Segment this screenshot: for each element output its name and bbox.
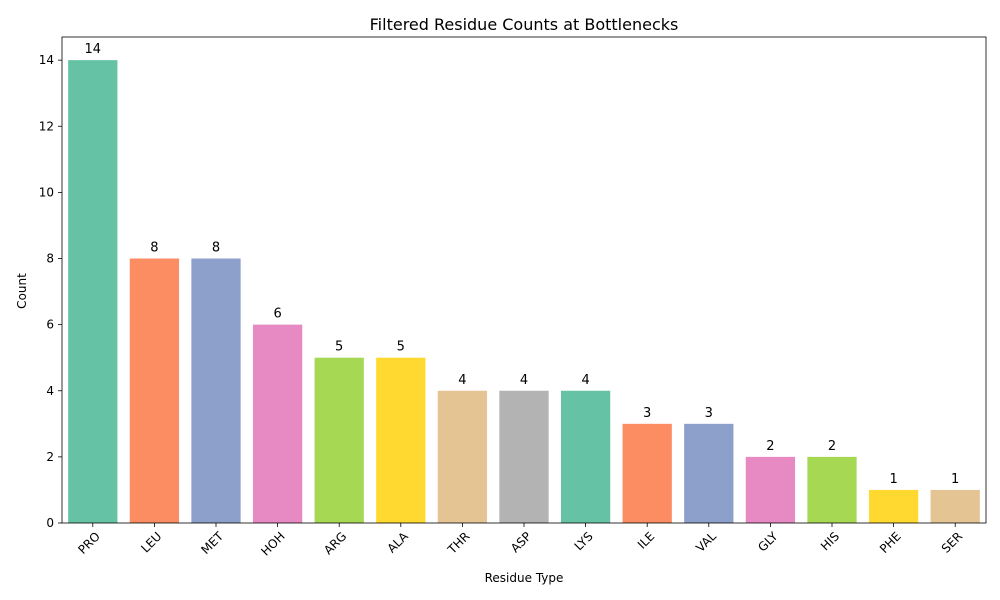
data-label-met: 8: [212, 241, 220, 256]
bar-gly: [745, 456, 796, 523]
bar-hoh: [252, 324, 303, 523]
x-tick-label-val: VAL: [693, 529, 719, 555]
y-tick-label-14: 14: [39, 53, 54, 67]
x-tick-label-pro: PRO: [75, 529, 103, 557]
data-labels-layer: 14 8 8 6 5 5 4 4 4 3 3 2 2 1 1: [85, 42, 960, 487]
data-label-hoh: 6: [273, 307, 281, 322]
y-tick-label-12: 12: [39, 119, 54, 133]
x-tick-label-thr: THR: [444, 529, 472, 557]
x-axis: PRO LEU MET HOH ARG ALA THR ASP LYS ILE VAL GLY HIS P…: [75, 523, 965, 559]
x-tick-label-gly: GLY: [755, 529, 781, 555]
y-axis: 0 2 4 6 8 10 12 14: [39, 53, 62, 530]
data-label-lys: 4: [581, 373, 589, 388]
x-tick-label-ser: SER: [939, 529, 966, 556]
x-tick-label-ala: ALA: [384, 529, 411, 556]
y-tick-label-10: 10: [39, 185, 54, 199]
data-label-ala: 5: [397, 340, 405, 355]
data-label-val: 3: [705, 406, 713, 421]
data-label-asp: 4: [520, 373, 528, 388]
x-tick-label-asp: ASP: [508, 529, 534, 555]
data-label-ile: 3: [643, 406, 651, 421]
bar-val: [684, 423, 734, 523]
bar-asp: [499, 390, 549, 523]
data-label-his: 2: [828, 439, 836, 454]
y-axis-label: Count: [15, 273, 29, 309]
y-tick-label-0: 0: [46, 516, 54, 530]
x-tick-label-met: MET: [198, 529, 226, 557]
y-tick-label-4: 4: [46, 384, 54, 398]
x-tick-label-hoh: HOH: [258, 529, 287, 558]
bar-ala: [376, 357, 426, 523]
chart-title: Filtered Residue Counts at Bottlenecks: [370, 15, 679, 34]
bar-lys: [560, 390, 611, 523]
data-label-arg: 5: [335, 340, 343, 355]
y-tick-label-8: 8: [46, 252, 54, 266]
y-tick-label-6: 6: [46, 318, 54, 332]
plot-frame: [61, 36, 987, 524]
bar-his: [807, 456, 857, 523]
bar-thr: [437, 390, 488, 523]
bars-layer: [68, 60, 980, 524]
data-label-phe: 1: [889, 472, 897, 487]
x-axis-label: Residue Type: [485, 571, 564, 585]
x-tick-label-his: HIS: [818, 529, 842, 553]
bar-phe: [868, 489, 919, 523]
data-label-pro: 14: [85, 42, 102, 57]
x-tick-label-leu: LEU: [138, 529, 164, 555]
bar-leu: [129, 258, 180, 523]
x-tick-label-phe: PHE: [877, 529, 904, 556]
data-label-ser: 1: [951, 472, 959, 487]
bar-ile: [622, 423, 672, 523]
bar-ser: [930, 489, 980, 523]
x-tick-label-ile: ILE: [635, 529, 657, 551]
x-tick-label-arg: ARG: [321, 529, 349, 557]
data-label-gly: 2: [766, 439, 774, 454]
x-tick-label-lys: LYS: [572, 529, 596, 553]
data-label-leu: 8: [150, 241, 158, 256]
data-label-thr: 4: [458, 373, 466, 388]
bar-met: [191, 258, 241, 523]
y-tick-label-2: 2: [46, 450, 54, 464]
bar-arg: [314, 357, 364, 523]
bar-pro: [68, 60, 118, 524]
